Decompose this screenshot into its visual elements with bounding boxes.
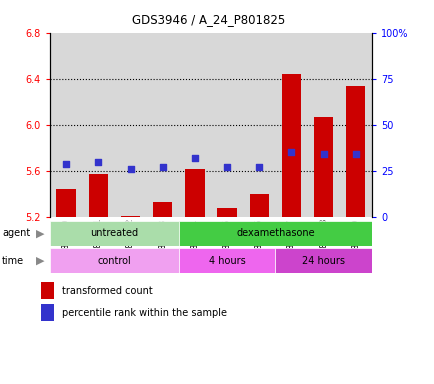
Text: time: time <box>2 256 24 266</box>
Text: ▶: ▶ <box>36 228 44 238</box>
Bar <box>41 305 53 321</box>
Point <box>62 161 69 167</box>
Bar <box>178 33 210 217</box>
Bar <box>307 33 339 217</box>
Point <box>352 151 358 157</box>
Text: ▶: ▶ <box>36 256 44 266</box>
Bar <box>114 33 146 217</box>
Text: dexamethasone: dexamethasone <box>236 228 314 238</box>
Bar <box>56 189 76 217</box>
Bar <box>281 74 300 217</box>
Text: percentile rank within the sample: percentile rank within the sample <box>62 308 226 318</box>
Text: agent: agent <box>2 228 30 238</box>
Bar <box>210 33 243 217</box>
Bar <box>50 33 82 217</box>
Bar <box>275 248 371 273</box>
Bar <box>82 33 114 217</box>
Bar <box>153 202 172 217</box>
Bar <box>50 248 178 273</box>
Text: transformed count: transformed count <box>62 286 152 296</box>
Point <box>127 166 134 172</box>
Text: GDS3946 / A_24_P801825: GDS3946 / A_24_P801825 <box>132 13 285 26</box>
Bar <box>178 221 371 246</box>
Bar <box>185 169 204 217</box>
Bar <box>50 221 178 246</box>
Bar <box>89 174 108 217</box>
Text: control: control <box>97 256 131 266</box>
Point <box>319 151 326 157</box>
Bar <box>41 282 53 299</box>
Bar <box>345 86 365 217</box>
Point <box>95 159 102 165</box>
Point <box>223 164 230 170</box>
Point <box>287 149 294 156</box>
Bar <box>249 194 268 217</box>
Bar <box>275 33 307 217</box>
Text: untreated: untreated <box>90 228 138 238</box>
Bar <box>243 33 275 217</box>
Bar <box>217 208 236 217</box>
Point <box>159 164 166 170</box>
Text: 4 hours: 4 hours <box>208 256 245 266</box>
Bar <box>121 216 140 217</box>
Point <box>191 155 198 161</box>
Point <box>255 164 262 170</box>
Bar <box>313 117 332 217</box>
Bar <box>339 33 371 217</box>
Bar <box>146 33 178 217</box>
Text: 24 hours: 24 hours <box>302 256 344 266</box>
Bar <box>178 248 275 273</box>
